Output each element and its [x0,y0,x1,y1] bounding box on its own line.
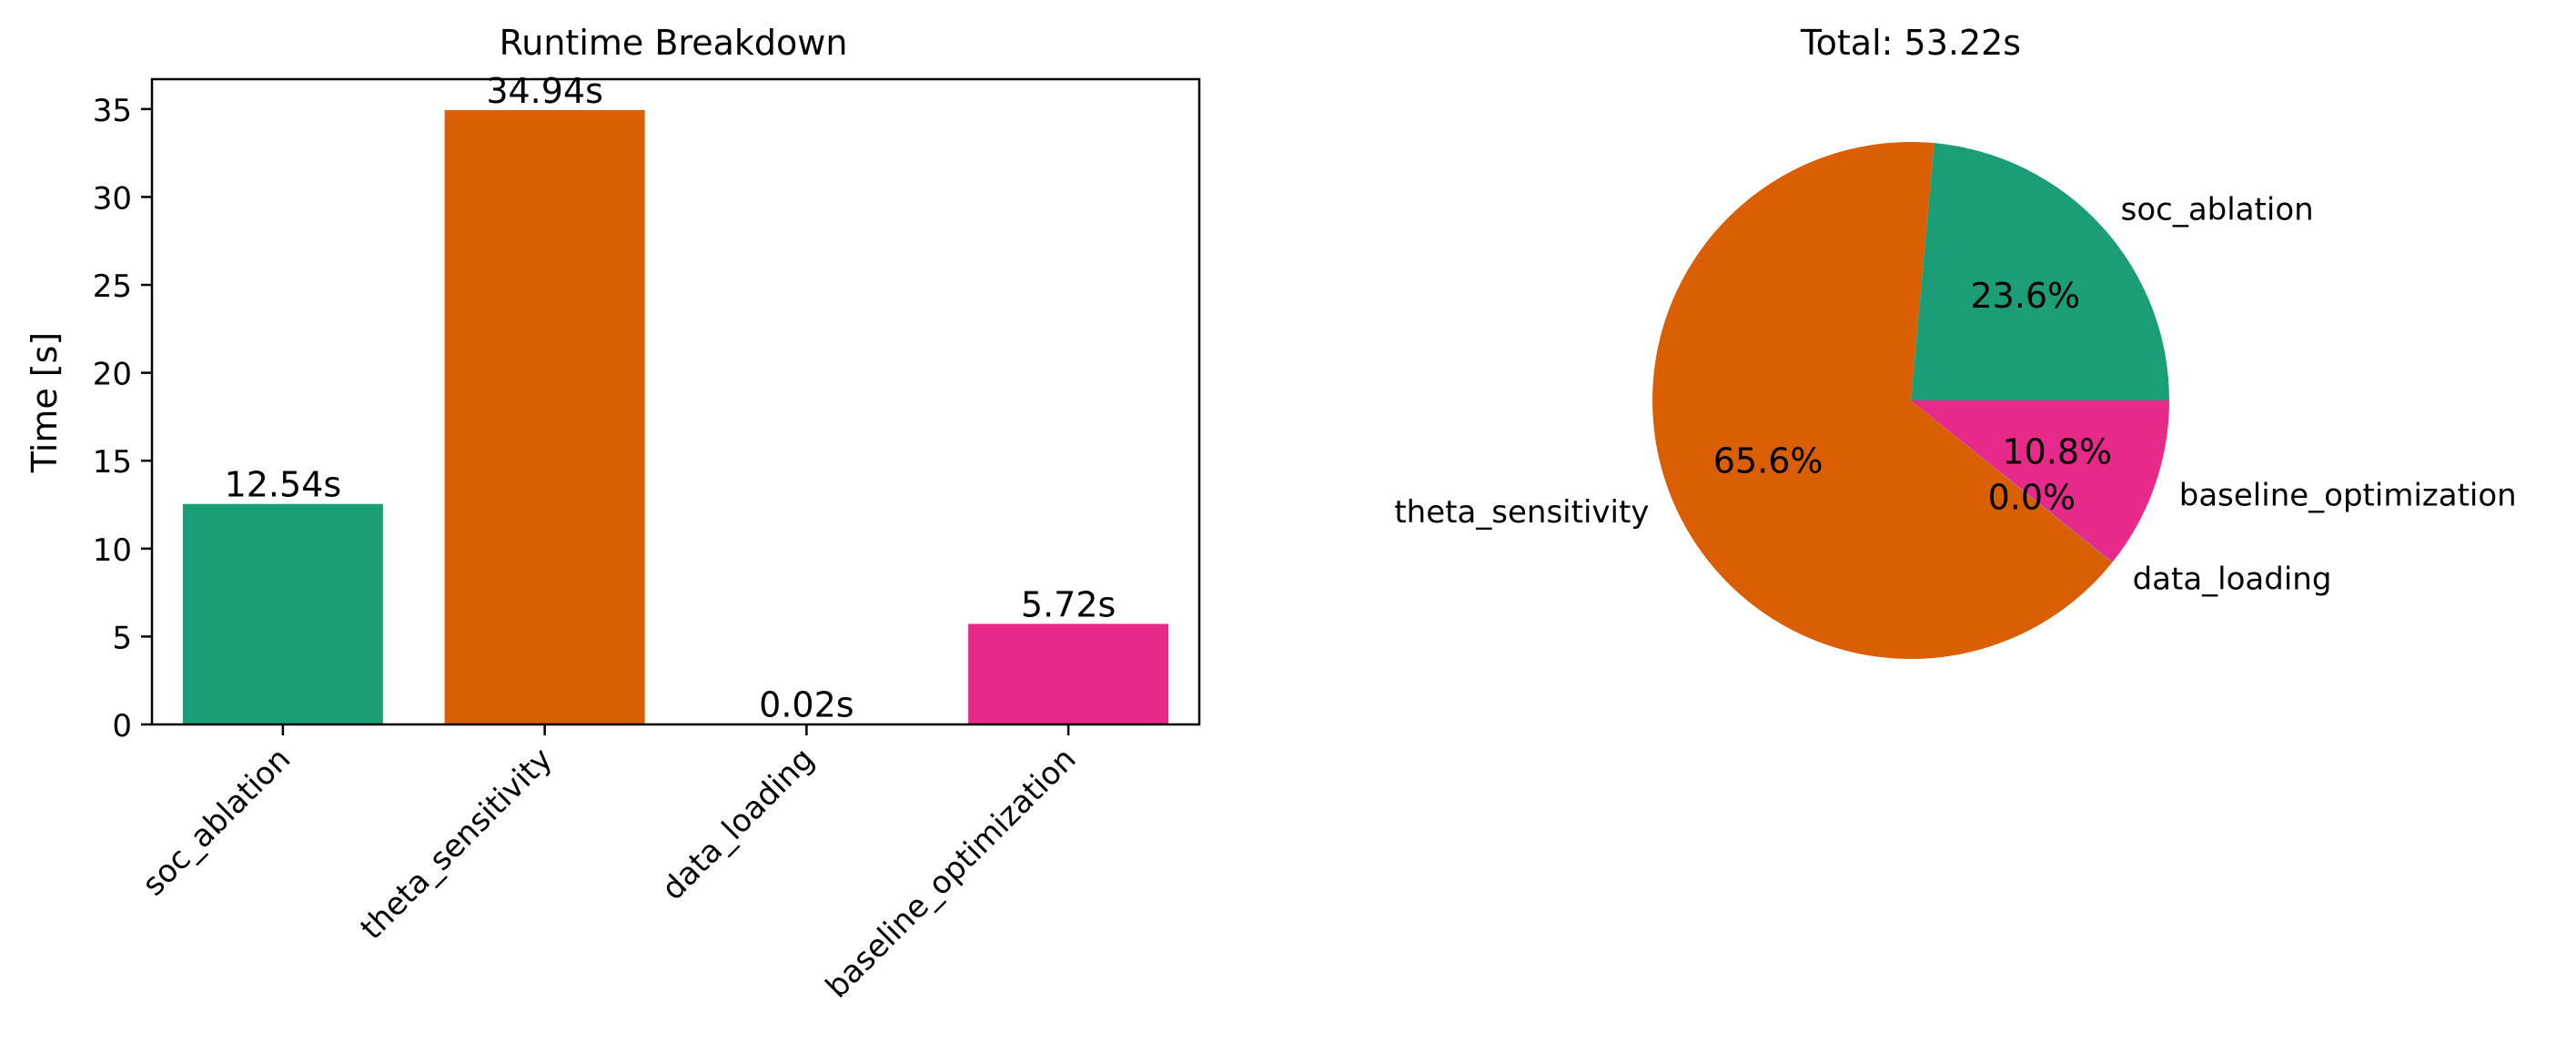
bar-value-label: 34.94s [486,71,603,111]
bar-value-label: 0.02s [759,685,854,725]
pie-chart-title: Total: 53.22s [1800,23,2021,63]
y-tick-label: 10 [93,532,132,569]
bar-y-ticks: 0 5 10 15 20 25 30 35 [93,93,152,744]
bar-value-labels: 12.54s 34.94s 0.02s 5.72s [225,71,1116,725]
y-tick-label: 15 [93,444,132,481]
x-tick-label: soc_ablation [136,741,298,903]
y-tick-label: 5 [112,620,132,656]
bar-chart: Runtime Breakdown Time [s] 0 5 10 15 20 25 30 3… [25,23,1201,1006]
bar-theta-sensitivity [444,110,645,724]
pie-slice-theta-sensitivity [1652,142,2113,660]
pie-percent-label: 23.6% [1970,276,2080,316]
x-tick-label: theta_sensitivity [354,741,560,947]
pie-slice-soc-ablation [1911,143,2169,400]
x-tick-label: data_loading [655,741,822,907]
bar-value-label: 12.54s [225,465,342,505]
pie-slices [1652,142,2169,660]
pie-label: data_loading [2133,562,2332,598]
pie-percent-label: 0.0% [1988,478,2076,518]
pie-slice-data-loading [1911,400,2113,563]
pie-label: soc_ablation [2121,191,2314,228]
y-tick-label: 0 [112,708,132,744]
pie-label: baseline_optimization [2179,477,2517,513]
pie-label: theta_sensitivity [1394,494,1649,531]
pie-slice-baseline-optimization [1911,400,2169,562]
y-tick-label: 25 [93,268,132,305]
bar-baseline-optimization [968,623,1169,724]
x-tick-label: baseline_optimization [819,741,1084,1006]
bar-soc-ablation [182,503,383,724]
bar-value-label: 5.72s [1021,584,1116,624]
bar-axes-frame [150,77,1201,726]
bar-chart-title: Runtime Breakdown [500,23,848,63]
y-tick-label: 35 [93,93,132,129]
y-tick-label: 30 [93,180,132,217]
bar-chart-y-axis-label: Time [s] [25,332,65,474]
bar-marks [182,110,1169,724]
pie-percent-labels: 23.6% 65.6% 0.0% 10.8% [1713,276,2112,518]
pie-percent-label: 10.8% [2002,431,2112,471]
pie-percent-label: 65.6% [1713,441,1823,481]
y-tick-label: 20 [93,357,132,393]
bar-x-ticks: soc_ablation theta_sensitivity data_loadin… [136,724,1083,1006]
pie-chart: Total: 53.22s soc_ablation theta_sensitiv… [1394,23,2517,660]
pie-labels: soc_ablation theta_sensitivity data_loadin… [1394,191,2516,597]
